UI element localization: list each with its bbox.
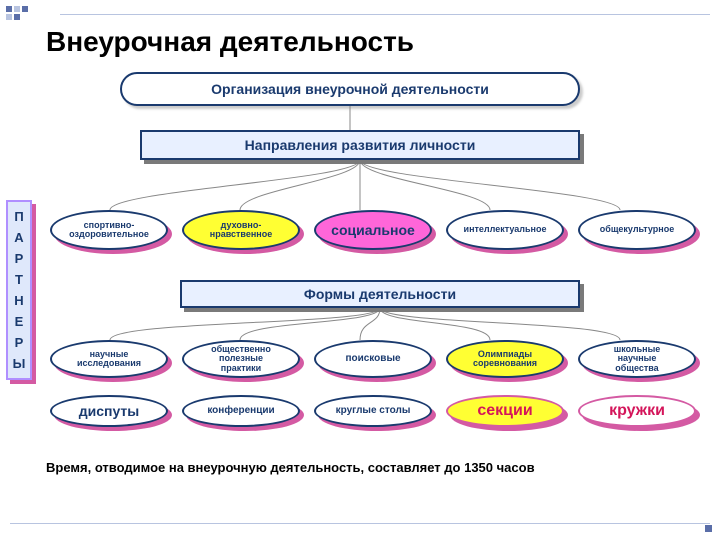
sidebar-letter: Т xyxy=(15,272,23,287)
footer-text: Время, отводимое на внеурочную деятельно… xyxy=(46,460,535,475)
form1-capsule-4: школьные научные общества xyxy=(578,340,696,378)
section-directions: Направления развития личности xyxy=(140,130,580,160)
sidebar-partners: ПАРТНЕРЫ xyxy=(6,200,32,380)
direction-capsule-1: духовно- нравственное xyxy=(182,210,300,250)
direction-capsule-3: интеллектуальное xyxy=(446,210,564,250)
sidebar-letter: П xyxy=(14,209,23,224)
section1-text: Направления развития личности xyxy=(245,137,476,153)
sidebar-letter: А xyxy=(14,230,23,245)
sidebar-letter: Р xyxy=(15,335,24,350)
top-rule xyxy=(60,14,710,15)
sidebar-letter: Р xyxy=(15,251,24,266)
bottom-rule xyxy=(10,523,710,524)
header-oval: Организация внеурочной деятельности xyxy=(120,72,580,106)
section-forms: Формы деятельности xyxy=(180,280,580,308)
sidebar-letter: Ы xyxy=(13,356,26,371)
page-title: Внеурочная деятельность xyxy=(46,26,414,58)
form2-capsule-4: кружки xyxy=(578,395,696,427)
sidebar-letter: Е xyxy=(15,314,24,329)
sidebar-letter: Н xyxy=(14,293,23,308)
direction-capsule-2: социальное xyxy=(314,210,432,250)
corner-decoration xyxy=(6,6,56,20)
form2-capsule-1: конференции xyxy=(182,395,300,427)
form1-capsule-0: научные исследования xyxy=(50,340,168,378)
form1-capsule-1: общественно полезные практики xyxy=(182,340,300,378)
form1-capsule-2: поисковые xyxy=(314,340,432,378)
section2-text: Формы деятельности xyxy=(304,286,456,302)
form1-capsule-3: Олимпиады соревнования xyxy=(446,340,564,378)
form2-capsule-3: секции xyxy=(446,395,564,427)
bottom-square xyxy=(705,525,712,532)
direction-capsule-0: спортивно- оздоровительное xyxy=(50,210,168,250)
form2-capsule-2: круглые столы xyxy=(314,395,432,427)
direction-capsule-4: общекультурное xyxy=(578,210,696,250)
header-text: Организация внеурочной деятельности xyxy=(211,81,489,97)
form2-capsule-0: диспуты xyxy=(50,395,168,427)
